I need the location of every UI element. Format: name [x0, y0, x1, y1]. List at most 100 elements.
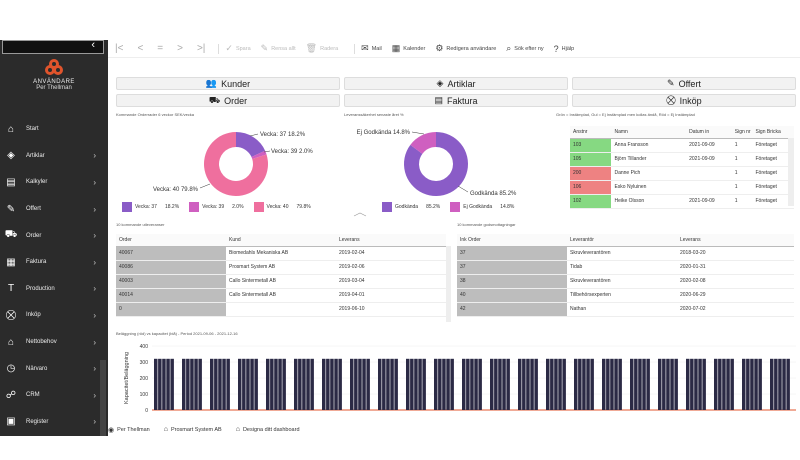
capacity-bar[interactable]: [470, 358, 474, 410]
record-nav-1[interactable]: <: [137, 43, 144, 54]
column-header[interactable]: Leverans: [677, 234, 794, 247]
capacity-bar[interactable]: [434, 358, 438, 410]
column-header[interactable]: Datum in: [686, 126, 732, 139]
capacity-bar[interactable]: [602, 358, 606, 410]
sidebar-item-artiklar[interactable]: ◈ Artiklar ›: [0, 143, 108, 170]
column-header[interactable]: Leverans: [336, 234, 446, 247]
sidebar-item-faktura[interactable]: ▦ Faktura ›: [0, 249, 108, 276]
capacity-bar[interactable]: [638, 358, 642, 410]
capacity-bar[interactable]: [354, 358, 358, 410]
column-header[interactable]: Sign Bricka: [752, 126, 794, 139]
capacity-bar[interactable]: [222, 358, 226, 410]
column-header[interactable]: Order: [116, 234, 226, 247]
capacity-bar[interactable]: [350, 358, 354, 410]
capacity-bar[interactable]: [210, 358, 214, 410]
sidebar-item-kalkyler[interactable]: ▤ Kalkyler ›: [0, 169, 108, 196]
column-header[interactable]: Leverantör: [567, 234, 677, 247]
legend-item[interactable]: Vecka: 39 2.0%: [189, 202, 244, 212]
record-nav-2[interactable]: =: [157, 43, 164, 54]
pie-slice-0[interactable]: [404, 132, 468, 196]
sidebar-item-nettobehov[interactable]: ⌂ Nettobehov ›: [0, 329, 108, 356]
capacity-bar[interactable]: [226, 358, 230, 410]
capacity-bar[interactable]: [442, 358, 446, 410]
pie-slice-0[interactable]: [236, 132, 266, 157]
capacity-bar[interactable]: [382, 358, 386, 410]
capacity-bar[interactable]: [450, 358, 454, 410]
capacity-bar[interactable]: [558, 358, 562, 410]
capacity-bar[interactable]: [278, 358, 282, 410]
capacity-bar[interactable]: [630, 358, 634, 410]
capacity-bar[interactable]: [194, 358, 198, 410]
capacity-bar[interactable]: [478, 358, 482, 410]
pie-slice-1[interactable]: [251, 150, 267, 159]
capacity-bar[interactable]: [182, 358, 186, 410]
sök-efter-ny-button[interactable]: ⌕ Sök efter ny: [506, 43, 543, 54]
order-button[interactable]: ⛟ Order: [116, 94, 340, 107]
capacity-bar[interactable]: [418, 358, 422, 410]
capacity-bar[interactable]: [714, 358, 718, 410]
capacity-bar[interactable]: [274, 358, 278, 410]
sidebar-item-production[interactable]: T Production ›: [0, 276, 108, 303]
status-item-0[interactable]: ◉ Per Thellman: [108, 426, 150, 434]
table-row[interactable]: 102 Heike Olsson 2021-09-09 1 Företaget: [570, 194, 794, 209]
capacity-bar[interactable]: [562, 358, 566, 410]
mail-button[interactable]: ✉ Mail: [361, 43, 382, 54]
capacity-bar[interactable]: [390, 358, 394, 410]
capacity-bar[interactable]: [378, 358, 382, 410]
table-row[interactable]: 37 Tidab 2020-01-31: [457, 260, 794, 275]
table-row[interactable]: 105 Björn Tillander 2021-09-09 1 Företaget: [570, 152, 794, 167]
capacity-bar[interactable]: [498, 358, 502, 410]
capacity-bar[interactable]: [774, 358, 778, 410]
capacity-bar[interactable]: [186, 358, 190, 410]
capacity-bar[interactable]: [190, 358, 194, 410]
capacity-bar[interactable]: [518, 358, 522, 410]
capacity-bar[interactable]: [786, 358, 790, 410]
capacity-bar[interactable]: [170, 358, 174, 410]
capacity-bar[interactable]: [530, 358, 534, 410]
sidebar-item-register[interactable]: ▣ Register ›: [0, 409, 108, 436]
legend-item[interactable]: Ej Godkända 14.8%: [450, 202, 514, 212]
capacity-bar[interactable]: [770, 358, 774, 410]
record-nav-0[interactable]: |<: [115, 43, 124, 54]
capacity-bar[interactable]: [754, 358, 758, 410]
capacity-bar[interactable]: [490, 358, 494, 410]
column-header[interactable]: Anstnr: [570, 126, 612, 139]
capacity-bar[interactable]: [522, 358, 526, 410]
table-row[interactable]: 106 Esko Nyluinen 1 Företaget: [570, 180, 794, 195]
legend-item[interactable]: Vecka: 40 79.8%: [253, 202, 311, 212]
capacity-bar[interactable]: [698, 358, 702, 410]
column-header[interactable]: Ink Order: [457, 234, 567, 247]
radera-button[interactable]: 🗑 Radera: [306, 43, 338, 54]
capacity-bar[interactable]: [674, 358, 678, 410]
capacity-bar[interactable]: [614, 358, 618, 410]
capacity-bar[interactable]: [582, 358, 586, 410]
capacity-bar[interactable]: [438, 358, 442, 410]
table-row[interactable]: 38 Skruvleverantören 2020-02-08: [457, 274, 794, 289]
capacity-bar[interactable]: [778, 358, 782, 410]
capacity-bar[interactable]: [326, 358, 330, 410]
capacity-bar[interactable]: [722, 358, 726, 410]
table-row[interactable]: 40 Tillbehörsexperten 2020-06-29: [457, 288, 794, 303]
capacity-bar[interactable]: [422, 358, 426, 410]
deliveries-scrollbar[interactable]: [446, 246, 451, 322]
hjälp-button[interactable]: ? Hjälp: [554, 44, 575, 54]
capacity-bar[interactable]: [246, 358, 250, 410]
capacity-bar[interactable]: [298, 358, 302, 410]
pie-slice-2[interactable]: [204, 132, 268, 196]
sidebar-item-offert[interactable]: ✎ Offert ›: [0, 196, 108, 223]
capacity-bar[interactable]: [634, 358, 638, 410]
capacity-bar[interactable]: [410, 358, 414, 410]
table-row[interactable]: 103 Anna Fransson 2021-09-09 1 Företaget: [570, 138, 794, 153]
capacity-bar[interactable]: [466, 358, 470, 410]
capacity-bar[interactable]: [782, 358, 786, 410]
capacity-bar[interactable]: [238, 358, 242, 410]
legend-item[interactable]: Godkända 85.2%: [382, 202, 440, 212]
capacity-bar[interactable]: [214, 358, 218, 410]
capacity-bar[interactable]: [462, 358, 466, 410]
attendance-scrollbar[interactable]: [788, 138, 794, 206]
capacity-bar[interactable]: [686, 358, 690, 410]
capacity-bar[interactable]: [302, 358, 306, 410]
capacity-bar[interactable]: [394, 358, 398, 410]
sidebar-item-crm[interactable]: ☍ CRM ›: [0, 382, 108, 409]
capacity-bar[interactable]: [306, 358, 310, 410]
